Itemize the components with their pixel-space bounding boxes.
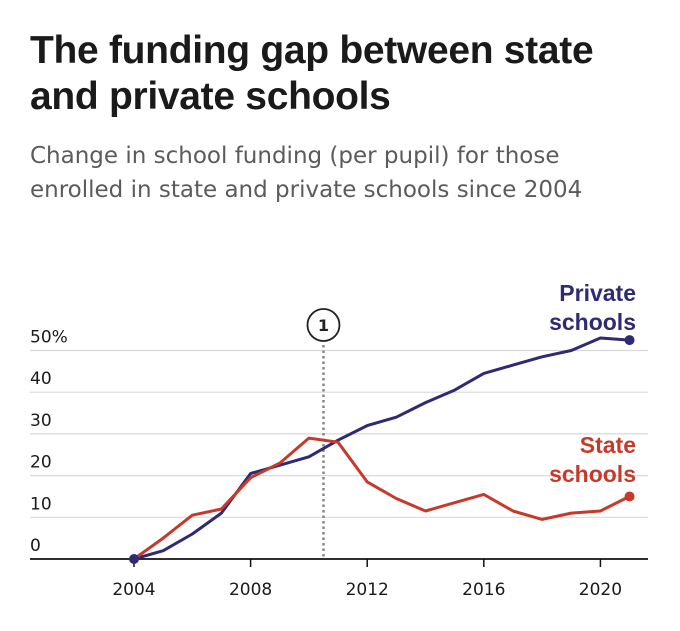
y-tick-label: 40 <box>30 369 52 389</box>
gridlines <box>30 349 648 518</box>
series-line-state-schools <box>132 436 631 561</box>
annotation-label: 1 <box>318 316 329 335</box>
y-tick-label: 0 <box>30 536 41 556</box>
chart-title: The funding gap between state and privat… <box>30 29 594 118</box>
y-tick-label: 30 <box>30 411 52 431</box>
y-tick-label: 10 <box>30 494 52 514</box>
series-lines <box>129 335 635 564</box>
y-tick-labels: 0 10 20 30 40 50% <box>30 328 68 557</box>
x-tick-label: 2012 <box>346 580 389 600</box>
series-labels: Private schools State schools <box>549 280 636 487</box>
x-tick-label: 2008 <box>229 580 272 600</box>
chart-subtitle: Change in school funding (per pupil) for… <box>30 143 583 203</box>
y-tick-label: 20 <box>30 453 52 473</box>
x-tick-label: 2004 <box>112 580 155 600</box>
series-end-point-state <box>624 491 635 502</box>
x-tick-label: 2016 <box>462 580 505 600</box>
annotation-circle <box>306 308 341 342</box>
series-label-private-schools: Private schools <box>549 280 636 335</box>
annotation: 1 <box>306 308 341 559</box>
series-start-point <box>129 554 139 564</box>
x-axis: 2004 2008 2012 2016 2020 <box>30 558 648 600</box>
series-line-private-schools <box>132 336 631 561</box>
y-tick-label: 50% <box>30 328 68 348</box>
series-end-point-private <box>624 335 635 346</box>
x-tick-label: 2020 <box>579 580 622 600</box>
series-label-state-schools: State schools <box>549 432 636 487</box>
